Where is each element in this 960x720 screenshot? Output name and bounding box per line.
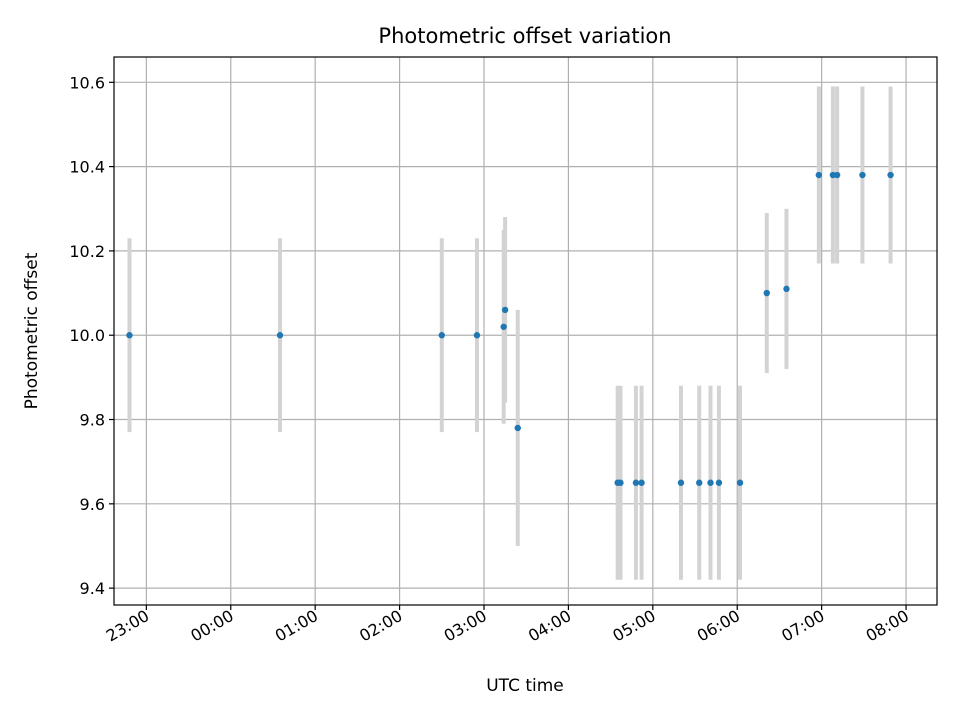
plot-frame bbox=[113, 56, 938, 606]
plot-area bbox=[114, 57, 937, 605]
x-axis-title: UTC time bbox=[486, 676, 564, 696]
data-point bbox=[736, 479, 744, 486]
data-point bbox=[833, 171, 841, 179]
data-point bbox=[500, 323, 507, 330]
data-point bbox=[696, 479, 703, 486]
data-point bbox=[763, 289, 770, 297]
data-point bbox=[438, 332, 445, 339]
data-point bbox=[707, 479, 714, 486]
y-tick-label: 10.4 bbox=[69, 158, 105, 177]
data-point bbox=[473, 332, 481, 339]
tick-layer bbox=[109, 81, 907, 610]
data-point bbox=[501, 306, 509, 314]
data-point bbox=[276, 332, 284, 339]
y-tick-label: 10.6 bbox=[69, 73, 105, 92]
data-point bbox=[783, 285, 790, 293]
y-tick-label: 10.2 bbox=[69, 242, 105, 261]
data-point bbox=[677, 479, 685, 486]
data-point bbox=[887, 171, 894, 179]
point-layer bbox=[126, 171, 894, 486]
data-point bbox=[815, 171, 823, 179]
y-tick-label: 9.6 bbox=[80, 495, 105, 514]
chart-title: Photometric offset variation bbox=[378, 24, 671, 48]
data-point bbox=[632, 479, 640, 486]
data-point bbox=[617, 479, 624, 486]
data-point bbox=[514, 424, 521, 432]
data-point bbox=[715, 479, 723, 486]
y-tick-label: 9.4 bbox=[80, 579, 105, 598]
grid-layer bbox=[114, 57, 937, 605]
data-point bbox=[859, 171, 866, 179]
y-tick-label: 10.0 bbox=[69, 326, 105, 345]
data-point bbox=[638, 479, 645, 486]
y-axis-title: Photometric offset bbox=[22, 252, 42, 409]
data-point bbox=[126, 332, 133, 339]
y-tick-label: 9.8 bbox=[80, 411, 105, 430]
